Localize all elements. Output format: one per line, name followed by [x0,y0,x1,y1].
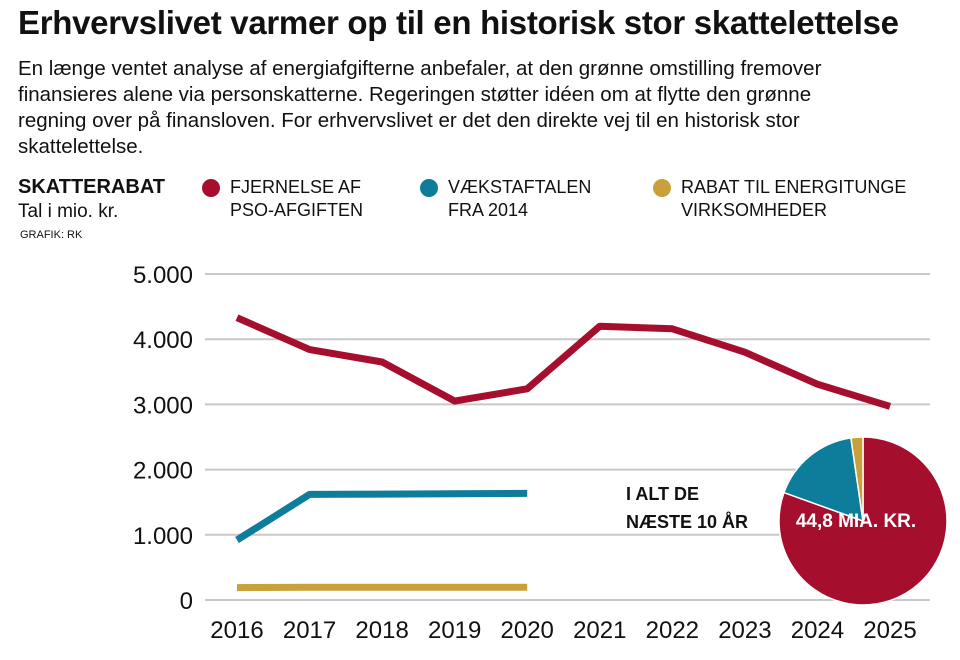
legend-line: FRA 2014 [448,200,529,220]
x-tick-label: 2019 [428,617,481,644]
legend-line: PSO-AFGIFTEN [230,200,364,220]
chart-title: SKATTERABAT [18,176,166,198]
total-caption-line: NÆSTE 10 ÅR [626,512,749,532]
pie-slice-1 [783,437,864,523]
x-tick-label: 2018 [355,617,408,644]
legend-dot-pso [202,179,220,197]
legend-label-pso: FJERNELSE AF PSO-AFGIFTEN [230,176,363,222]
x-tick-label: 2022 [646,617,699,644]
x-tick-label: 2021 [573,617,626,644]
y-tick-label: 5.000 [133,262,193,289]
total-pie-chart [778,436,948,606]
y-tick-label: 3.000 [133,392,193,419]
total-caption: I ALT DE NÆSTE 10 ÅR [626,480,748,536]
x-axis-ticks: 2016 2017 2018 2019 2020 2021 2022 2023 2024 2025 [210,617,916,644]
intro-line: regning over på finansloven. For erhverv… [18,109,800,132]
legend-line: VIRKSOMHEDER [681,200,828,220]
legend-dot-rabat [653,179,671,197]
credit-label: GRAFIK: RK [20,229,83,241]
intro-line: skattelettelse. [18,135,144,158]
legend-line: RABAT TIL ENERGITUNGE [681,177,907,197]
unit-label: Tal i mio. kr. [18,201,119,222]
series-line-1 [235,489,528,543]
legend-line: FJERNELSE AF [230,177,362,197]
x-tick-label: 2024 [791,617,844,644]
y-tick-label: 4.000 [133,327,193,354]
pie-slice-2 [850,436,864,522]
legend-line: VÆKSTAFTALEN [448,177,592,197]
series-lines [235,314,892,592]
x-tick-label: 2017 [283,617,336,644]
legend-dot-vaekstaftalen [420,179,438,197]
intro-text: En længe ventet analyse af energiafgifte… [18,56,948,160]
pie-total-label: 44,8 MIA. KR. [796,511,916,532]
x-tick-label: 2020 [501,617,554,644]
legend-label-vaekstaftalen: VÆKSTAFTALEN FRA 2014 [448,176,591,222]
y-tick-label: 0 [180,588,193,615]
x-tick-label: 2025 [863,617,916,644]
intro-line: En længe ventet analyse af energiafgifte… [18,57,822,80]
intro-line: finansieres alene via personskatterne. R… [18,83,812,106]
chart-headline: Erhvervslivet varmer op til en historisk… [18,4,899,41]
x-tick-label: 2023 [718,617,771,644]
legend-label-rabat: RABAT TIL ENERGITUNGE VIRKSOMHEDER [681,176,906,222]
y-tick-label: 2.000 [133,458,193,485]
y-axis-ticks: 0 1.000 2.000 3.000 4.000 5.000 [133,262,193,615]
pie-slice-0 [778,436,948,606]
y-tick-label: 1.000 [133,523,193,550]
series-line-0 [235,314,892,410]
total-caption-line: I ALT DE [626,484,699,504]
x-tick-label: 2016 [210,617,263,644]
